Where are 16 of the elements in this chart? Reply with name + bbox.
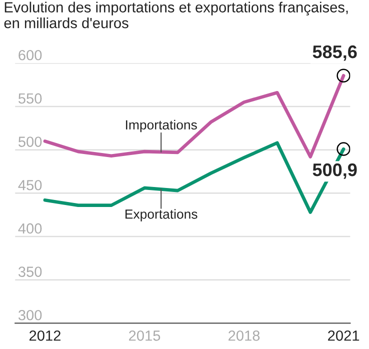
series-label: Exportations: [126, 209, 198, 222]
x-tick-label: 2021: [328, 330, 360, 341]
data-label: 500,9: [312, 163, 357, 179]
y-tick-label: 350: [18, 266, 42, 277]
y-tick-label: 550: [18, 93, 42, 104]
y-tick-label: 300: [18, 310, 42, 320]
series-label: Importations: [126, 120, 197, 132]
y-tick-label: 450: [18, 180, 42, 190]
x-tick-label: 2015: [129, 330, 160, 341]
y-tick-label: 500: [18, 136, 42, 147]
data-label: 585,6: [312, 45, 357, 61]
chart-title: Evolution des importations et exportations françaises, en milliards d'euros: [4, 2, 348, 28]
y-tick-label: 600: [18, 50, 42, 60]
x-tick-label: 2018: [228, 330, 260, 341]
y-tick-label: 400: [18, 223, 42, 234]
x-tick-label: 2012: [30, 330, 60, 341]
